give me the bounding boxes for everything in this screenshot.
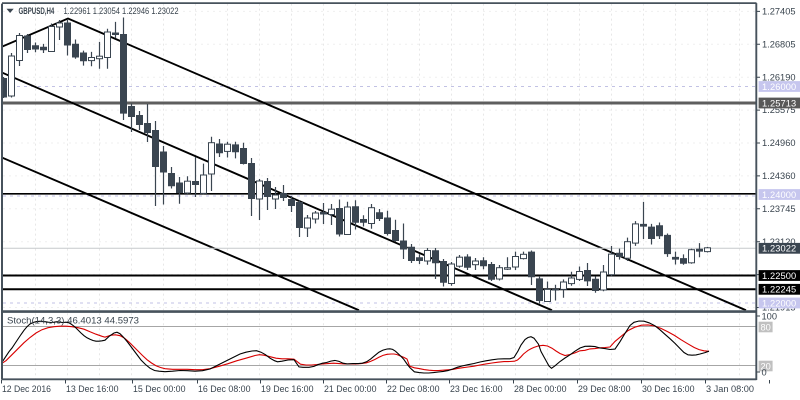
svg-text:29 Dec 08:00: 29 Dec 08:00 xyxy=(578,384,631,394)
svg-text:1.22961 1.23054 1.22946 1.2302: 1.22961 1.23054 1.22946 1.23022 xyxy=(64,6,179,17)
svg-text:16 Dec 08:00: 16 Dec 08:00 xyxy=(198,384,251,394)
svg-text:GBPUSD,H4: GBPUSD,H4 xyxy=(19,6,55,17)
svg-text:1.22000: 1.22000 xyxy=(762,298,796,308)
svg-text:1.25575: 1.25575 xyxy=(762,105,796,115)
svg-text:1.22245: 1.22245 xyxy=(762,285,796,295)
svg-text:20: 20 xyxy=(761,361,771,371)
svg-text:30 Dec 16:00: 30 Dec 16:00 xyxy=(642,384,695,394)
svg-text:Stoch(14,3,3) 46.4013 44.5973: Stoch(14,3,3) 46.4013 44.5973 xyxy=(7,316,139,326)
svg-text:12 Dec 2016: 12 Dec 2016 xyxy=(2,384,51,394)
svg-text:3 Jan 08:00: 3 Jan 08:00 xyxy=(706,384,754,394)
svg-text:1.26805: 1.26805 xyxy=(762,39,796,49)
svg-text:100: 100 xyxy=(762,312,778,322)
svg-text:15 Dec 00:00: 15 Dec 00:00 xyxy=(133,384,186,394)
svg-text:19 Dec 16:00: 19 Dec 16:00 xyxy=(261,384,314,394)
svg-text:1.26000: 1.26000 xyxy=(762,82,796,92)
svg-text:1.23745: 1.23745 xyxy=(762,204,796,214)
svg-text:23 Dec 16:00: 23 Dec 16:00 xyxy=(450,384,503,394)
svg-text:22 Dec 08:00: 22 Dec 08:00 xyxy=(387,384,440,394)
svg-text:28 Dec 00:00: 28 Dec 00:00 xyxy=(514,384,567,394)
svg-text:13 Dec 16:00: 13 Dec 16:00 xyxy=(66,384,119,394)
svg-text:1.27405: 1.27405 xyxy=(762,7,796,17)
svg-text:1.22500: 1.22500 xyxy=(762,271,796,281)
svg-text:0: 0 xyxy=(762,367,767,377)
svg-text:1.24360: 1.24360 xyxy=(762,171,796,181)
svg-text:1.23022: 1.23022 xyxy=(762,244,796,254)
svg-text:21 Dec 00:00: 21 Dec 00:00 xyxy=(324,384,377,394)
svg-text:1.26190: 1.26190 xyxy=(762,72,796,82)
svg-text:1.24960: 1.24960 xyxy=(762,138,796,148)
svg-text:1.25713: 1.25713 xyxy=(762,98,796,108)
svg-text:1.24000: 1.24000 xyxy=(762,190,796,200)
svg-text:80: 80 xyxy=(761,322,771,332)
svg-text:1.23120: 1.23120 xyxy=(762,237,796,247)
